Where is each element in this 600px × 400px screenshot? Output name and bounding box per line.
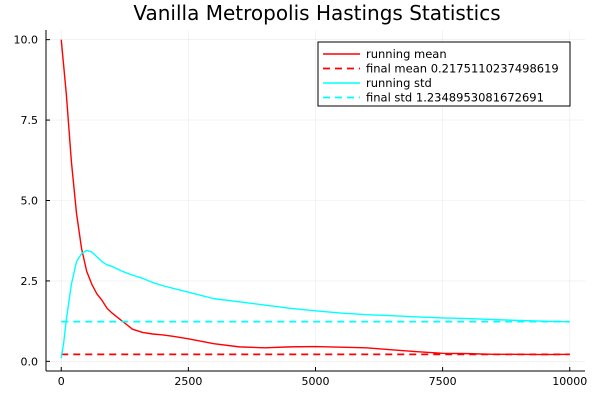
x-tick-label: 0 <box>58 375 65 388</box>
series-line-1 <box>60 39 570 356</box>
legend-box <box>317 41 571 107</box>
chart-title: Vanilla Metropolis Hastings Statistics <box>133 1 500 25</box>
x-tick-label: 5000 <box>302 375 330 388</box>
x-tick-label: 2500 <box>174 375 202 388</box>
legend-label: running std <box>366 76 432 90</box>
plot-area <box>60 39 570 359</box>
y-tick-label: 0.0 <box>21 355 39 368</box>
grid <box>46 30 585 371</box>
y-tick-label: 5.0 <box>21 195 39 208</box>
axes: 0 2500 5000 7500 10000 0.0 2.5 5.0 7.5 10.0 <box>14 30 587 388</box>
y-tick-label: 7.5 <box>21 114 39 127</box>
x-tick-label: 10000 <box>552 375 587 388</box>
legend-label: running mean <box>366 47 447 61</box>
legend-label: final std 1.2348953081672691 <box>366 91 544 105</box>
x-tick-label: 7500 <box>429 375 457 388</box>
y-tick-label: 10.0 <box>14 34 39 47</box>
series-line-3 <box>60 249 570 359</box>
legend-label: final mean 0.2175110237498619 <box>366 62 559 76</box>
y-tick-label: 2.5 <box>21 275 39 288</box>
